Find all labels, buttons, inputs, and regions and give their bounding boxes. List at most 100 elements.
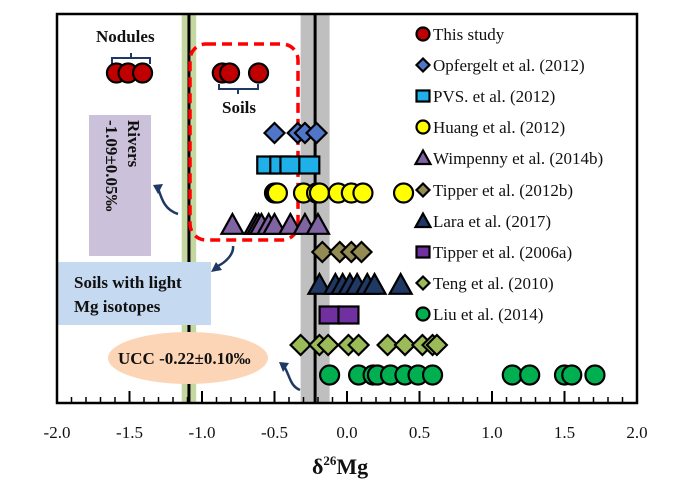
legend: This study Opfergelt et al. (2012) PVS. et… [413, 25, 603, 324]
x-tick-label: 1.5 [554, 423, 575, 442]
legend-label: This study [433, 25, 505, 44]
data-point [310, 240, 334, 264]
data-point [584, 364, 606, 386]
data-point [306, 271, 333, 295]
legend-marker [414, 274, 432, 292]
x-tick-label: 1.0 [481, 423, 502, 442]
series-6 [310, 240, 374, 264]
legend-label: Tipper et al. (2006a) [433, 243, 572, 262]
x-tick-label: 2.0 [626, 423, 647, 442]
data-point [298, 155, 321, 175]
series-1 [105, 62, 270, 84]
data-point [305, 211, 331, 235]
data-point [425, 333, 449, 357]
legend-label: Lara et al. (2017) [433, 212, 551, 231]
data-point [316, 333, 340, 357]
legend-item: Liu et al. (2014) [415, 305, 543, 324]
data-point [262, 121, 287, 145]
data-point [519, 364, 541, 386]
data-point [318, 305, 341, 325]
legend-item: Opfergelt et al. (2012) [414, 56, 585, 75]
legend-label: PVS. et al. (2012) [433, 87, 555, 106]
data-point [289, 333, 313, 357]
x-axis-label-element: Mg [336, 454, 368, 479]
rivers-annotation-box [89, 115, 151, 256]
legend-marker [414, 56, 432, 74]
legend-marker [415, 26, 431, 42]
legend-marker [415, 89, 431, 103]
ucc-arrow [282, 365, 301, 392]
legend-label: Huang et al. (2012) [433, 118, 565, 137]
data-point [304, 121, 329, 145]
data-point [218, 62, 241, 84]
x-tick-label: 0.0 [336, 423, 357, 442]
x-axis-label: δ26Mg [312, 453, 368, 479]
legend-marker [414, 181, 432, 199]
series-10 [319, 364, 606, 386]
nodules-brace [111, 53, 151, 64]
data-point [261, 211, 288, 235]
soils-light-annotation-box [58, 262, 211, 325]
legend-marker [415, 245, 431, 259]
data-point [219, 211, 246, 235]
data-point [247, 62, 270, 84]
legend-label: Tipper et al. (2012b) [433, 181, 573, 200]
x-axis-label-delta: δ [312, 454, 323, 479]
legend-item: PVS. et al. (2012) [415, 87, 555, 106]
data-point [266, 182, 288, 204]
data-point [376, 333, 400, 357]
data-point [393, 333, 417, 357]
series-3 [256, 155, 321, 175]
data-point [319, 364, 341, 386]
data-point [361, 271, 388, 295]
data-point [392, 182, 415, 204]
legend-item: Teng et al. (2010) [414, 274, 554, 293]
soils-highlight-region [188, 42, 300, 242]
x-tick-label: -1.5 [116, 423, 143, 442]
data-point [501, 364, 523, 386]
legend-item: Wimpenny et al. (2014b) [413, 148, 603, 168]
legend-item: Huang et al. (2012) [415, 118, 565, 137]
data-point [561, 364, 583, 386]
rivers-arrow [156, 187, 179, 216]
legend-item: Lara et al. (2017) [413, 211, 551, 231]
data-point [352, 182, 374, 204]
soils-light-annotation-line1: Soils with light [74, 273, 182, 292]
series-2 [262, 121, 329, 145]
nodules-label: Nodules [96, 27, 155, 46]
legend-item: This study [415, 25, 505, 44]
legend-label: Wimpenny et al. (2014b) [433, 149, 603, 168]
x-axis-tick-labels: -2.0 -1.5 -1.0 -0.5 0.0 0.5 1.0 1.5 2.0 [44, 423, 648, 442]
x-axis-ticks [56, 391, 638, 403]
legend-label: Opfergelt et al. (2012) [433, 56, 585, 75]
x-tick-label: -2.0 [44, 423, 71, 442]
data-point [387, 271, 414, 295]
series-7 [306, 271, 414, 295]
series-4 [263, 182, 415, 204]
data-point [131, 62, 154, 84]
data-point [308, 182, 331, 204]
legend-marker [415, 119, 431, 135]
x-axis-label-superscript: 26 [323, 453, 337, 468]
data-point [337, 305, 360, 325]
rivers-annotation-title: Rivers [124, 120, 143, 168]
data-point [347, 333, 371, 357]
series-8 [318, 305, 360, 325]
legend-item: Tipper et al. (2012b) [414, 181, 573, 200]
data-point [349, 240, 374, 264]
series-5 [219, 211, 331, 235]
series-9 [289, 333, 449, 357]
data-point [279, 155, 302, 175]
x-tick-label: -0.5 [261, 423, 288, 442]
x-tick-label: 0.5 [409, 423, 430, 442]
legend-label: Liu et al. (2014) [433, 305, 543, 324]
legend-label: Teng et al. (2010) [433, 274, 554, 293]
data-point [421, 364, 444, 386]
ucc-arrowhead [279, 362, 289, 372]
soils-light-arrow [217, 245, 235, 268]
rivers-annotation-value: -1.09±0.05‰ [102, 120, 121, 212]
legend-marker [413, 211, 433, 229]
ucc-annotation-ellipse [108, 332, 268, 384]
data-points [105, 62, 606, 386]
